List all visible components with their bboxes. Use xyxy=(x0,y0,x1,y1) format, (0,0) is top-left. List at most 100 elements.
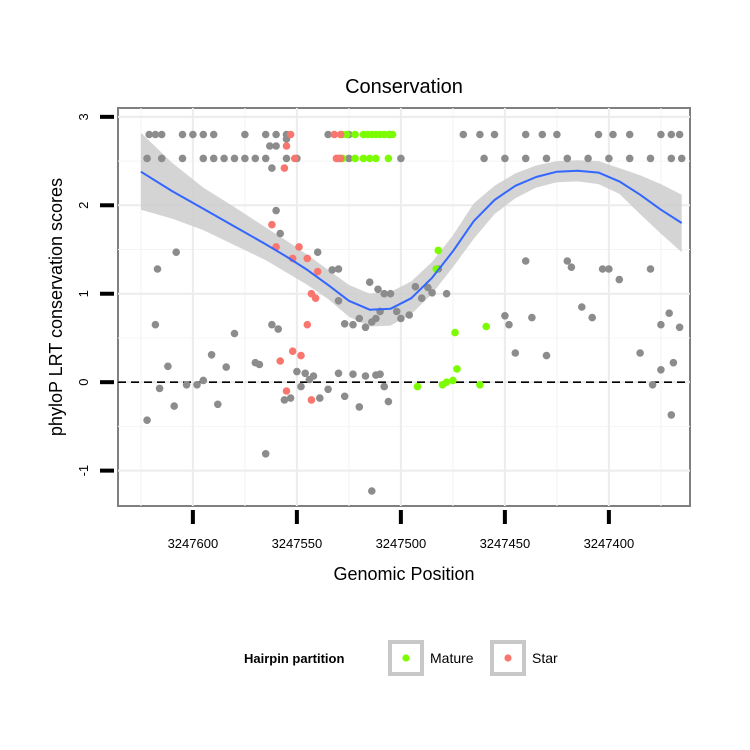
point-other xyxy=(553,130,561,139)
point-other xyxy=(255,360,264,369)
point-other xyxy=(490,130,499,139)
legend-key-star-dot xyxy=(504,654,512,662)
point-other xyxy=(657,130,665,139)
point-other xyxy=(345,154,353,163)
point-other xyxy=(286,394,295,402)
point-other xyxy=(272,206,280,215)
point-other xyxy=(280,396,289,404)
point-other xyxy=(521,154,530,163)
point-other xyxy=(266,142,274,150)
point-other xyxy=(199,130,208,139)
point-other xyxy=(334,265,343,273)
point-other xyxy=(143,154,151,163)
smooth-line xyxy=(140,169,683,311)
point-other xyxy=(459,130,468,139)
legend-label-mature: Mature xyxy=(430,650,474,666)
point-other xyxy=(667,154,676,163)
point-other xyxy=(648,381,657,389)
point-other xyxy=(365,278,374,287)
point-other xyxy=(251,154,260,163)
point-other xyxy=(584,154,592,163)
point-other xyxy=(567,263,576,272)
point-star xyxy=(282,387,291,395)
point-other xyxy=(282,154,291,163)
point-star xyxy=(282,142,291,150)
point-other xyxy=(417,294,426,303)
point-mature xyxy=(451,328,459,337)
y-tick-label: -1 xyxy=(76,465,91,477)
point-other xyxy=(380,382,389,391)
confidence-ribbon xyxy=(140,132,682,327)
point-other xyxy=(605,265,613,273)
point-other xyxy=(598,265,607,273)
point-other xyxy=(230,154,239,163)
point-other xyxy=(261,154,270,163)
point-star xyxy=(330,130,339,139)
legend-key-mature-dot xyxy=(402,654,410,662)
point-other xyxy=(328,266,337,274)
point-mature xyxy=(351,154,359,163)
point-mature xyxy=(482,322,491,331)
point-other xyxy=(309,372,318,380)
point-other xyxy=(153,265,162,273)
point-star xyxy=(297,351,305,360)
point-star xyxy=(268,220,276,229)
point-other xyxy=(563,257,572,265)
point-mature xyxy=(365,154,374,163)
point-other xyxy=(293,367,301,376)
point-other xyxy=(193,381,201,389)
point-other xyxy=(334,369,343,378)
point-mature xyxy=(449,376,457,385)
point-star xyxy=(313,267,322,276)
point-other xyxy=(164,362,172,371)
point-star xyxy=(276,357,285,365)
point-other xyxy=(361,372,370,380)
point-other xyxy=(397,314,405,323)
x-axis-label: Genomic Position xyxy=(333,564,474,584)
point-other xyxy=(349,370,357,379)
point-other xyxy=(588,313,596,322)
y-axis-label: phyloP LRT conservation scores xyxy=(46,178,66,436)
point-other xyxy=(625,130,634,139)
y-tick-label: 1 xyxy=(76,290,91,297)
point-other xyxy=(170,402,178,410)
legend-title: Hairpin partition xyxy=(244,651,344,666)
point-other xyxy=(411,282,420,291)
point-other xyxy=(340,392,349,401)
point-other xyxy=(578,303,586,311)
point-other xyxy=(397,154,405,163)
point-other xyxy=(199,154,208,163)
point-other xyxy=(476,130,484,139)
x-tick-label: 3247500 xyxy=(376,536,427,551)
point-star xyxy=(336,130,345,139)
point-other xyxy=(178,130,187,139)
point-star xyxy=(311,294,320,303)
y-tick-label: 0 xyxy=(76,379,91,386)
point-other xyxy=(172,248,180,256)
point-mature xyxy=(343,130,351,139)
data-points xyxy=(143,130,686,495)
point-star xyxy=(307,396,316,404)
point-other xyxy=(157,154,166,163)
point-other xyxy=(272,142,280,150)
legend-label-star: Star xyxy=(532,650,558,666)
smooth-trend-line xyxy=(140,169,683,311)
point-mature xyxy=(453,365,461,373)
point-other xyxy=(609,130,617,139)
point-other xyxy=(301,369,310,378)
point-other xyxy=(241,154,249,163)
point-star xyxy=(280,164,289,172)
point-star xyxy=(303,254,312,263)
point-other xyxy=(511,349,520,357)
point-other xyxy=(563,154,572,163)
point-other xyxy=(424,283,432,292)
point-other xyxy=(151,320,160,329)
point-other xyxy=(274,325,283,333)
point-other xyxy=(241,130,249,139)
point-other xyxy=(340,320,349,328)
x-tick-label: 3247600 xyxy=(168,536,219,551)
point-other xyxy=(334,297,343,305)
y-tick-label: 2 xyxy=(76,202,91,209)
point-other xyxy=(182,381,191,389)
point-other xyxy=(316,394,324,402)
